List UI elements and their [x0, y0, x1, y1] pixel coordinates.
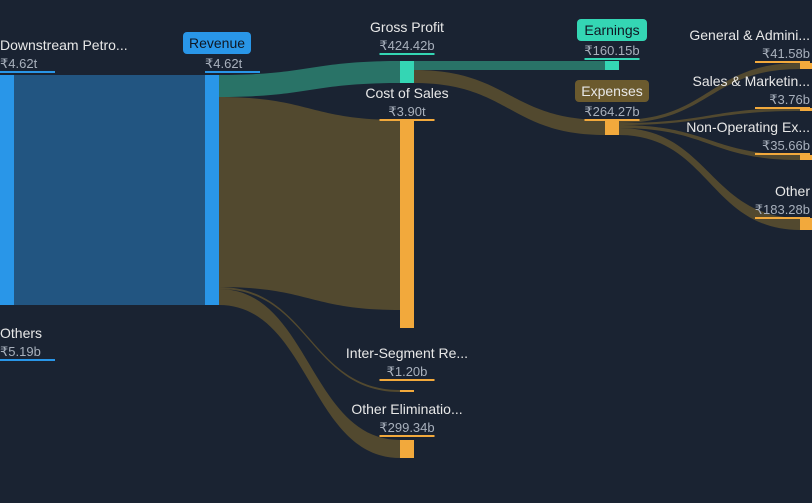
- value-revenue: ₹4.62t: [205, 56, 243, 71]
- label-nonop: Non-Operating Ex...: [686, 119, 810, 135]
- node-ga[interactable]: [800, 63, 812, 69]
- node-nonop[interactable]: [800, 155, 812, 160]
- label-inter_seg: Inter-Segment Re...: [346, 345, 468, 361]
- node-earnings[interactable]: [605, 61, 619, 70]
- flow-others_in-to-revenue: [14, 303, 205, 305]
- node-others_in[interactable]: [0, 303, 14, 305]
- label-downstream: Downstream Petro...: [0, 37, 128, 53]
- flow-revenue-to-cost_sales: [219, 97, 400, 310]
- value-inter_seg: ₹1.20b: [387, 364, 428, 379]
- node-inter_seg[interactable]: [400, 390, 414, 392]
- node-other_exp[interactable]: [800, 218, 812, 230]
- label-other_elim: Other Eliminatio...: [351, 401, 462, 417]
- flow-downstream-to-revenue: [14, 75, 205, 303]
- sankey-chart: Downstream Petro... ₹4.62t Others ₹5.19b Rev…: [0, 0, 812, 503]
- label-others_in: Others: [0, 325, 42, 341]
- value-earnings: ₹160.15b: [584, 43, 639, 58]
- node-downstream[interactable]: [0, 75, 14, 303]
- flow-gross_profit-to-earnings: [414, 61, 605, 70]
- label-revenue: Revenue: [189, 35, 245, 51]
- label-gross_profit: Gross Profit: [370, 19, 444, 35]
- value-cost_sales: ₹3.90t: [388, 104, 426, 119]
- value-ga: ₹41.58b: [762, 46, 810, 61]
- value-nonop: ₹35.66b: [762, 138, 810, 153]
- value-downstream: ₹4.62t: [0, 56, 38, 71]
- value-others_in: ₹5.19b: [0, 344, 41, 359]
- value-expenses: ₹264.27b: [584, 104, 639, 119]
- value-gross_profit: ₹424.42b: [379, 38, 434, 53]
- label-sm: Sales & Marketin...: [693, 73, 811, 89]
- node-expenses[interactable]: [605, 120, 619, 135]
- value-other_exp: ₹183.28b: [755, 202, 810, 217]
- node-revenue[interactable]: [205, 75, 219, 305]
- label-cost_sales: Cost of Sales: [365, 85, 448, 101]
- label-earnings: Earnings: [584, 22, 639, 38]
- label-ga: General & Admini...: [689, 27, 810, 43]
- value-other_elim: ₹299.34b: [379, 420, 434, 435]
- value-sm: ₹3.76b: [769, 92, 810, 107]
- node-other_elim[interactable]: [400, 440, 414, 458]
- node-cost_sales[interactable]: [400, 120, 414, 328]
- label-other_exp: Other: [775, 183, 810, 199]
- label-expenses: Expenses: [581, 83, 642, 99]
- node-gross_profit[interactable]: [400, 61, 414, 83]
